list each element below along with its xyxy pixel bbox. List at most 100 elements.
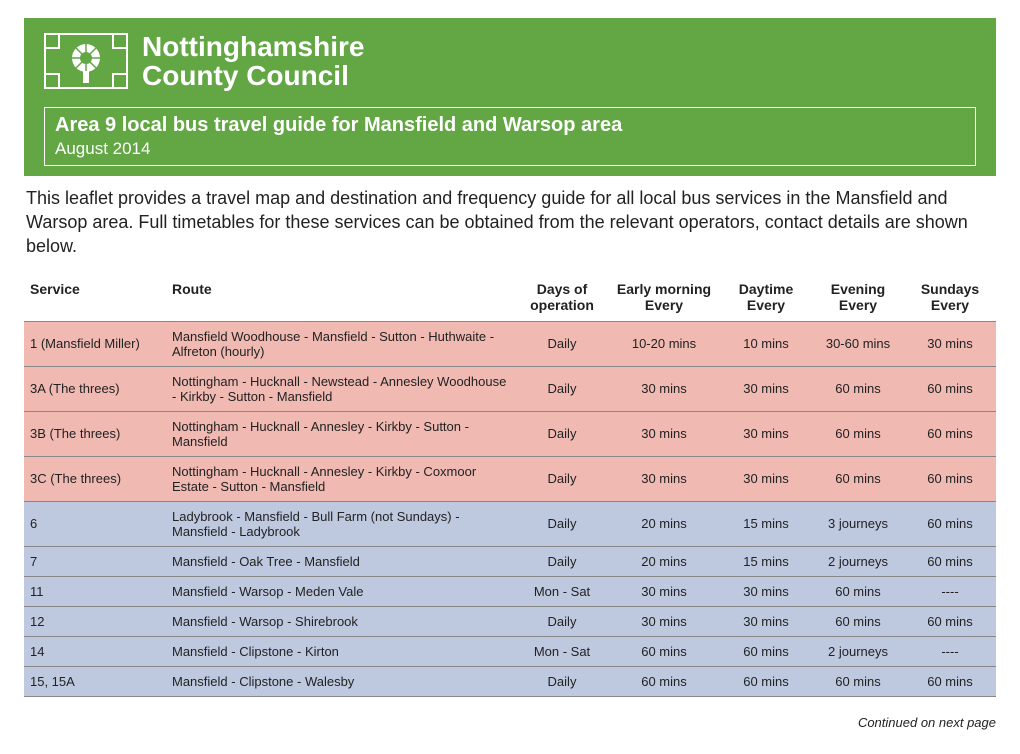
cell-early: 60 mins: [608, 636, 720, 666]
th-early: Early morning Every: [608, 273, 720, 322]
org-name-line1: Nottinghamshire: [142, 32, 364, 61]
cell-day: 30 mins: [720, 576, 812, 606]
th-days: Days of operation: [516, 273, 608, 322]
cell-early: 30 mins: [608, 366, 720, 411]
cell-days: Daily: [516, 456, 608, 501]
cell-days: Daily: [516, 666, 608, 696]
cell-route: Mansfield - Warsop - Shirebrook: [166, 606, 516, 636]
cell-service: 11: [24, 576, 166, 606]
cell-early: 60 mins: [608, 666, 720, 696]
cell-eve: 60 mins: [812, 666, 904, 696]
cell-route: Mansfield Woodhouse - Mansfield - Sutton…: [166, 321, 516, 366]
cell-route: Mansfield - Warsop - Meden Vale: [166, 576, 516, 606]
cell-early: 20 mins: [608, 501, 720, 546]
cell-early: 20 mins: [608, 546, 720, 576]
cell-day: 30 mins: [720, 366, 812, 411]
continued-note: Continued on next page: [24, 715, 996, 730]
cell-service: 3C (The threes): [24, 456, 166, 501]
cell-sun: ----: [904, 576, 996, 606]
cell-sun: 30 mins: [904, 321, 996, 366]
cell-route: Mansfield - Oak Tree - Mansfield: [166, 546, 516, 576]
table-row: 14Mansfield - Clipstone - KirtonMon - Sa…: [24, 636, 996, 666]
cell-service: 1 (Mansfield Miller): [24, 321, 166, 366]
cell-service: 3A (The threes): [24, 366, 166, 411]
cell-early: 10-20 mins: [608, 321, 720, 366]
th-daytime: Daytime Every: [720, 273, 812, 322]
cell-days: Daily: [516, 366, 608, 411]
cell-eve: 60 mins: [812, 606, 904, 636]
cell-day: 15 mins: [720, 501, 812, 546]
cell-day: 30 mins: [720, 456, 812, 501]
org-name: Nottinghamshire County Council: [142, 32, 364, 91]
cell-route: Nottingham - Hucknall - Newstead - Annes…: [166, 366, 516, 411]
page-title: Area 9 local bus travel guide for Mansfi…: [55, 114, 965, 137]
cell-day: 60 mins: [720, 636, 812, 666]
table-body: 1 (Mansfield Miller)Mansfield Woodhouse …: [24, 321, 996, 696]
intro-paragraph: This leaflet provides a travel map and d…: [26, 186, 994, 259]
table-row: 6Ladybrook - Mansfield - Bull Farm (not …: [24, 501, 996, 546]
org-name-line2: County Council: [142, 61, 364, 90]
cell-route: Nottingham - Hucknall - Annesley - Kirkb…: [166, 456, 516, 501]
table-row: 12Mansfield - Warsop - ShirebrookDaily30…: [24, 606, 996, 636]
cell-sun: 60 mins: [904, 411, 996, 456]
cell-service: 7: [24, 546, 166, 576]
table-row: 11Mansfield - Warsop - Meden ValeMon - S…: [24, 576, 996, 606]
title-bar: Area 9 local bus travel guide for Mansfi…: [44, 107, 976, 166]
cell-eve: 60 mins: [812, 411, 904, 456]
cell-route: Mansfield - Clipstone - Kirton: [166, 636, 516, 666]
th-evening: Evening Every: [812, 273, 904, 322]
cell-days: Daily: [516, 411, 608, 456]
cell-early: 30 mins: [608, 576, 720, 606]
council-logo-icon: [44, 33, 128, 89]
th-route: Route: [166, 273, 516, 322]
cell-day: 10 mins: [720, 321, 812, 366]
services-table: Service Route Days of operation Early mo…: [24, 273, 996, 697]
cell-days: Mon - Sat: [516, 636, 608, 666]
table-row: 3C (The threes)Nottingham - Hucknall - A…: [24, 456, 996, 501]
cell-days: Daily: [516, 321, 608, 366]
cell-sun: 60 mins: [904, 666, 996, 696]
cell-eve: 2 journeys: [812, 636, 904, 666]
cell-service: 6: [24, 501, 166, 546]
cell-days: Daily: [516, 606, 608, 636]
cell-day: 30 mins: [720, 411, 812, 456]
cell-eve: 60 mins: [812, 456, 904, 501]
cell-sun: 60 mins: [904, 606, 996, 636]
cell-early: 30 mins: [608, 411, 720, 456]
table-row: 7Mansfield - Oak Tree - MansfieldDaily20…: [24, 546, 996, 576]
cell-sun: 60 mins: [904, 366, 996, 411]
cell-day: 30 mins: [720, 606, 812, 636]
cell-eve: 2 journeys: [812, 546, 904, 576]
table-row: 1 (Mansfield Miller)Mansfield Woodhouse …: [24, 321, 996, 366]
th-sundays: Sundays Every: [904, 273, 996, 322]
page: Nottinghamshire County Council Area 9 lo…: [0, 0, 1020, 754]
cell-sun: 60 mins: [904, 456, 996, 501]
cell-route: Mansfield - Clipstone - Walesby: [166, 666, 516, 696]
cell-sun: 60 mins: [904, 546, 996, 576]
cell-service: 15, 15A: [24, 666, 166, 696]
cell-early: 30 mins: [608, 456, 720, 501]
cell-days: Daily: [516, 501, 608, 546]
cell-day: 60 mins: [720, 666, 812, 696]
cell-early: 30 mins: [608, 606, 720, 636]
table-row: 3A (The threes)Nottingham - Hucknall - N…: [24, 366, 996, 411]
cell-eve: 60 mins: [812, 366, 904, 411]
cell-route: Nottingham - Hucknall - Annesley - Kirkb…: [166, 411, 516, 456]
cell-sun: ----: [904, 636, 996, 666]
th-service: Service: [24, 273, 166, 322]
cell-sun: 60 mins: [904, 501, 996, 546]
table-row: 15, 15AMansfield - Clipstone - WalesbyDa…: [24, 666, 996, 696]
cell-service: 3B (The threes): [24, 411, 166, 456]
cell-eve: 60 mins: [812, 576, 904, 606]
cell-service: 14: [24, 636, 166, 666]
table-row: 3B (The threes)Nottingham - Hucknall - A…: [24, 411, 996, 456]
page-subtitle: August 2014: [55, 139, 965, 159]
logo-row: Nottinghamshire County Council: [44, 32, 976, 91]
cell-days: Daily: [516, 546, 608, 576]
table-header: Service Route Days of operation Early mo…: [24, 273, 996, 322]
header-banner: Nottinghamshire County Council Area 9 lo…: [24, 18, 996, 176]
cell-days: Mon - Sat: [516, 576, 608, 606]
cell-service: 12: [24, 606, 166, 636]
cell-eve: 3 journeys: [812, 501, 904, 546]
cell-route: Ladybrook - Mansfield - Bull Farm (not S…: [166, 501, 516, 546]
